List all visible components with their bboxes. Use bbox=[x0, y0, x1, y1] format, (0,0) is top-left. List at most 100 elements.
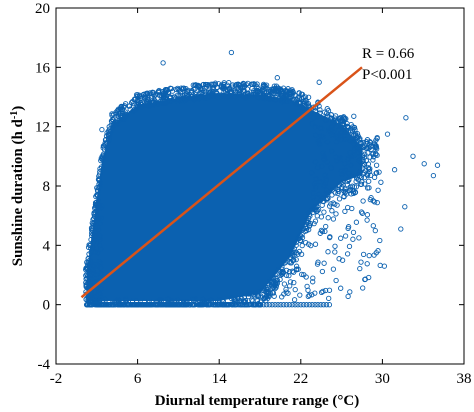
data-point bbox=[92, 222, 98, 228]
data-point bbox=[303, 302, 310, 308]
data-point bbox=[190, 296, 196, 302]
outlier-point bbox=[274, 75, 280, 81]
data-point bbox=[324, 139, 331, 145]
data-point bbox=[323, 223, 329, 230]
data-point bbox=[235, 81, 241, 88]
data-point bbox=[312, 132, 319, 139]
data-point bbox=[189, 302, 195, 308]
data-point bbox=[306, 292, 313, 298]
data-point bbox=[236, 92, 242, 98]
data-point bbox=[286, 302, 293, 308]
data-point bbox=[344, 251, 351, 257]
data-point bbox=[342, 167, 348, 173]
data-point bbox=[92, 232, 98, 239]
data-point bbox=[283, 267, 290, 274]
data-point bbox=[96, 184, 103, 190]
data-point bbox=[321, 260, 327, 266]
data-point bbox=[275, 302, 281, 308]
data-point bbox=[366, 145, 372, 151]
outlier-point bbox=[99, 126, 105, 133]
data-point bbox=[364, 212, 371, 218]
data-point bbox=[298, 302, 304, 308]
data-point bbox=[319, 268, 326, 275]
data-point bbox=[370, 157, 376, 163]
data-point bbox=[377, 262, 383, 269]
data-point bbox=[89, 278, 95, 285]
data-point bbox=[342, 208, 348, 215]
y-axis-title-main: Sunshine duration (h d bbox=[10, 118, 26, 266]
data-point bbox=[102, 137, 109, 143]
data-point bbox=[340, 179, 346, 185]
data-point bbox=[83, 296, 89, 303]
data-point bbox=[366, 274, 372, 281]
data-point bbox=[97, 166, 103, 172]
data-point bbox=[312, 108, 318, 114]
data-point bbox=[313, 176, 319, 182]
data-point bbox=[260, 81, 267, 88]
data-point bbox=[312, 241, 319, 247]
regression-fit-line bbox=[80, 66, 363, 299]
data-point bbox=[335, 190, 341, 197]
data-point bbox=[282, 88, 288, 94]
data-point bbox=[291, 297, 298, 303]
data-point bbox=[151, 93, 157, 99]
data-point bbox=[118, 104, 125, 111]
data-point bbox=[336, 196, 343, 202]
data-point bbox=[251, 81, 257, 87]
data-point bbox=[201, 302, 207, 308]
data-point bbox=[373, 137, 379, 143]
data-point bbox=[334, 133, 340, 140]
data-point bbox=[371, 174, 378, 181]
data-point bbox=[222, 94, 228, 100]
outlier-point bbox=[160, 60, 166, 66]
data-point bbox=[319, 125, 325, 131]
data-point bbox=[278, 272, 284, 278]
data-point bbox=[87, 301, 93, 307]
data-point bbox=[208, 297, 215, 303]
data-point bbox=[312, 218, 319, 224]
data-point bbox=[328, 164, 334, 171]
data-point bbox=[92, 302, 98, 308]
y-axis: -4 0 4 8 12 16 20 bbox=[35, 1, 464, 373]
data-point bbox=[281, 302, 287, 308]
outlier-point bbox=[90, 227, 96, 234]
data-point bbox=[317, 179, 323, 185]
data-point bbox=[245, 80, 251, 87]
data-point bbox=[98, 246, 104, 252]
data-point bbox=[323, 302, 330, 308]
data-point bbox=[328, 115, 335, 121]
data-point bbox=[181, 85, 187, 91]
data-point bbox=[86, 257, 93, 264]
data-point bbox=[97, 169, 103, 175]
data-point bbox=[321, 153, 327, 159]
data-point bbox=[377, 237, 383, 244]
data-point bbox=[275, 267, 281, 273]
data-point bbox=[326, 287, 333, 293]
data-point bbox=[315, 259, 321, 265]
outlier-point bbox=[228, 49, 235, 56]
data-point bbox=[188, 88, 195, 94]
data-point bbox=[360, 285, 366, 291]
data-point bbox=[344, 182, 351, 188]
data-point bbox=[121, 302, 127, 308]
data-point bbox=[134, 99, 141, 105]
data-point bbox=[341, 160, 348, 167]
data-point bbox=[288, 256, 294, 262]
data-point bbox=[336, 127, 342, 133]
data-point bbox=[83, 283, 89, 289]
data-point bbox=[97, 180, 103, 186]
data-point bbox=[258, 302, 264, 308]
data-point bbox=[114, 121, 120, 127]
data-point bbox=[95, 188, 101, 194]
data-point bbox=[109, 124, 115, 131]
data-point bbox=[252, 302, 258, 308]
data-point bbox=[284, 97, 290, 103]
data-point bbox=[241, 302, 247, 308]
data-point bbox=[317, 110, 323, 116]
data-point bbox=[245, 293, 252, 300]
outlier-point bbox=[316, 79, 322, 85]
data-point bbox=[308, 242, 314, 249]
data-point bbox=[136, 103, 143, 109]
data-point bbox=[299, 271, 305, 278]
data-point bbox=[315, 302, 321, 308]
